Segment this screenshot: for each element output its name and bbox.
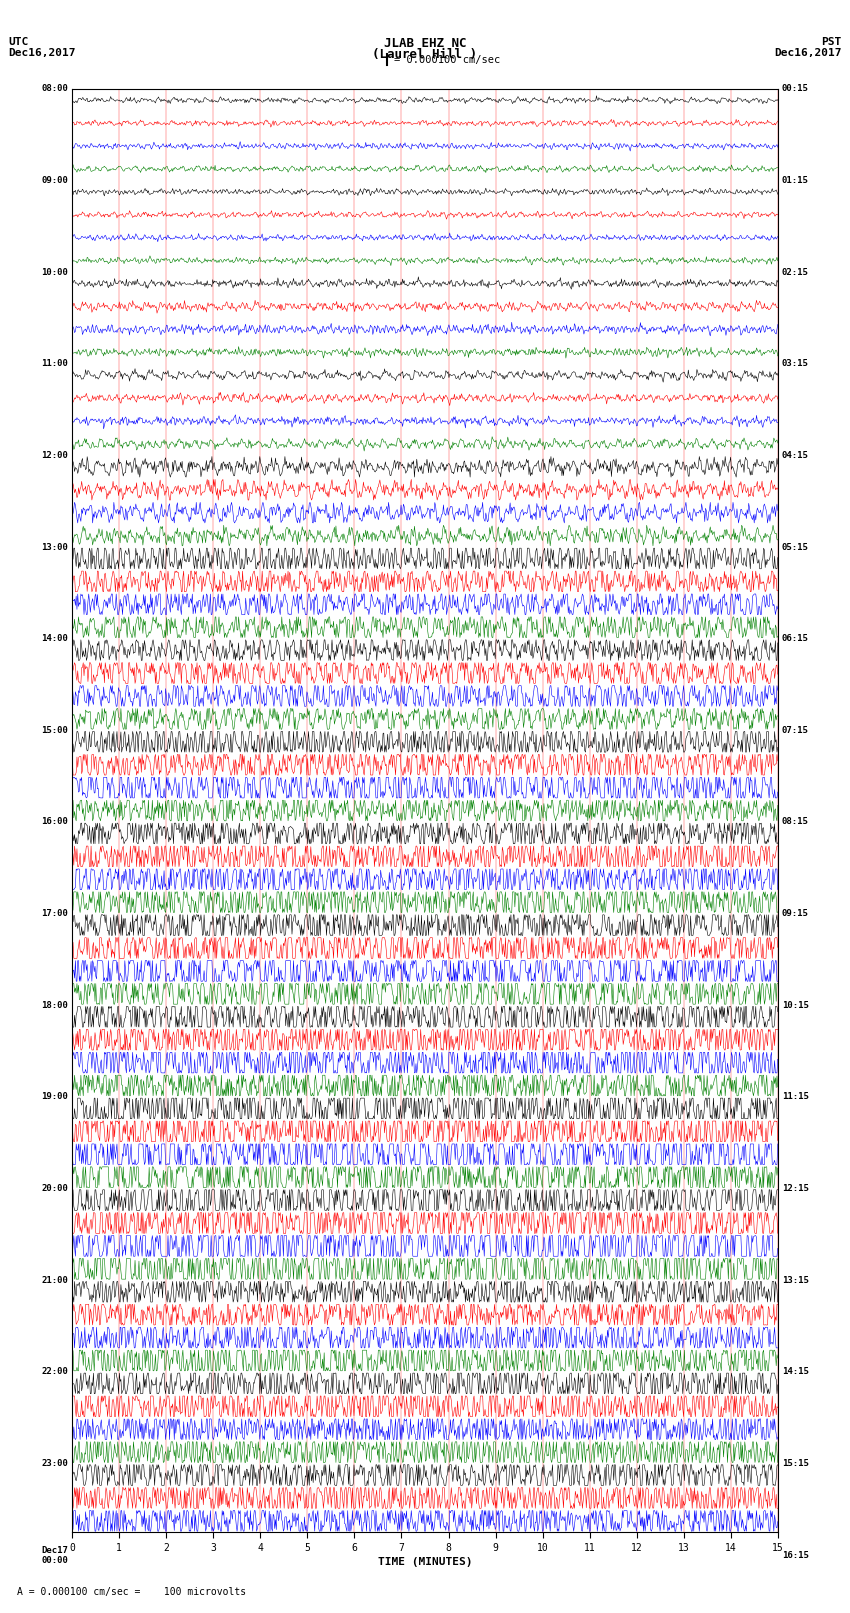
Text: Dec16,2017: Dec16,2017 [8,48,76,58]
Text: Dec16,2017: Dec16,2017 [774,48,842,58]
Text: 22:00: 22:00 [41,1368,68,1376]
Text: 03:15: 03:15 [782,360,809,368]
Text: 11:00: 11:00 [41,360,68,368]
Text: PST: PST [821,37,842,47]
Text: A = 0.000100 cm/sec =    100 microvolts: A = 0.000100 cm/sec = 100 microvolts [17,1587,246,1597]
Text: 09:00: 09:00 [41,176,68,185]
Text: 04:15: 04:15 [782,452,809,460]
Text: 10:00: 10:00 [41,268,68,276]
Text: 12:00: 12:00 [41,452,68,460]
Text: 14:00: 14:00 [41,634,68,644]
Text: 13:00: 13:00 [41,542,68,552]
Text: JLAB EHZ NC: JLAB EHZ NC [383,37,467,50]
Text: 13:15: 13:15 [782,1276,809,1286]
Text: 18:00: 18:00 [41,1000,68,1010]
Text: 19:00: 19:00 [41,1092,68,1102]
Text: 00:15: 00:15 [782,84,809,94]
Text: 11:15: 11:15 [782,1092,809,1102]
Text: 06:15: 06:15 [782,634,809,644]
Text: 01:15: 01:15 [782,176,809,185]
Text: 14:15: 14:15 [782,1368,809,1376]
Text: UTC: UTC [8,37,29,47]
Text: 09:15: 09:15 [782,910,809,918]
Text: 02:15: 02:15 [782,268,809,276]
Text: 16:15: 16:15 [782,1550,809,1560]
Text: 21:00: 21:00 [41,1276,68,1286]
Text: 17:00: 17:00 [41,910,68,918]
Text: 16:00: 16:00 [41,818,68,826]
Text: 07:15: 07:15 [782,726,809,736]
Text: 15:15: 15:15 [782,1460,809,1468]
Text: 10:15: 10:15 [782,1000,809,1010]
X-axis label: TIME (MINUTES): TIME (MINUTES) [377,1557,473,1566]
Text: 23:00: 23:00 [41,1460,68,1468]
Text: = 0.000100 cm/sec: = 0.000100 cm/sec [394,55,500,65]
Text: 15:00: 15:00 [41,726,68,736]
Text: 08:00: 08:00 [41,84,68,94]
Text: 12:15: 12:15 [782,1184,809,1194]
Text: (Laurel Hill ): (Laurel Hill ) [372,48,478,61]
Text: 08:15: 08:15 [782,818,809,826]
Text: 05:15: 05:15 [782,542,809,552]
Text: Dec17
00:00: Dec17 00:00 [41,1545,68,1565]
Text: 20:00: 20:00 [41,1184,68,1194]
